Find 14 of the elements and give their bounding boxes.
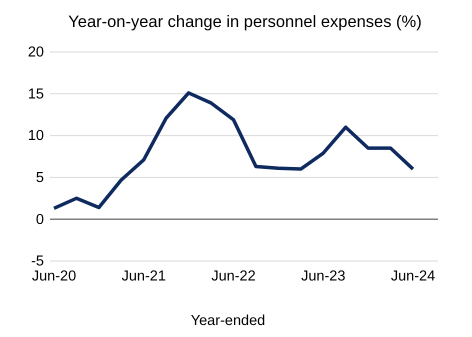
x-tick-label: Jun-22 (211, 268, 256, 284)
line-series (52, 91, 415, 210)
y-tick-label: 10 (28, 128, 44, 144)
x-tick-label: Jun-24 (390, 268, 436, 284)
y-tick-label: 0 (36, 212, 44, 228)
x-axis-title: Year-ended (190, 313, 266, 329)
y-tick-label: -5 (31, 254, 44, 270)
y-tick-label: 20 (28, 44, 44, 61)
x-tick-label: Jun-20 (32, 268, 76, 284)
x-tick-label: Jun-23 (301, 268, 346, 284)
x-tick-label: Jun-21 (122, 268, 166, 284)
chart-title: Year-on-year change in personnel expenses (%) (68, 13, 422, 31)
y-tick-label: 15 (28, 86, 44, 102)
y-tick-label: 5 (36, 170, 44, 186)
